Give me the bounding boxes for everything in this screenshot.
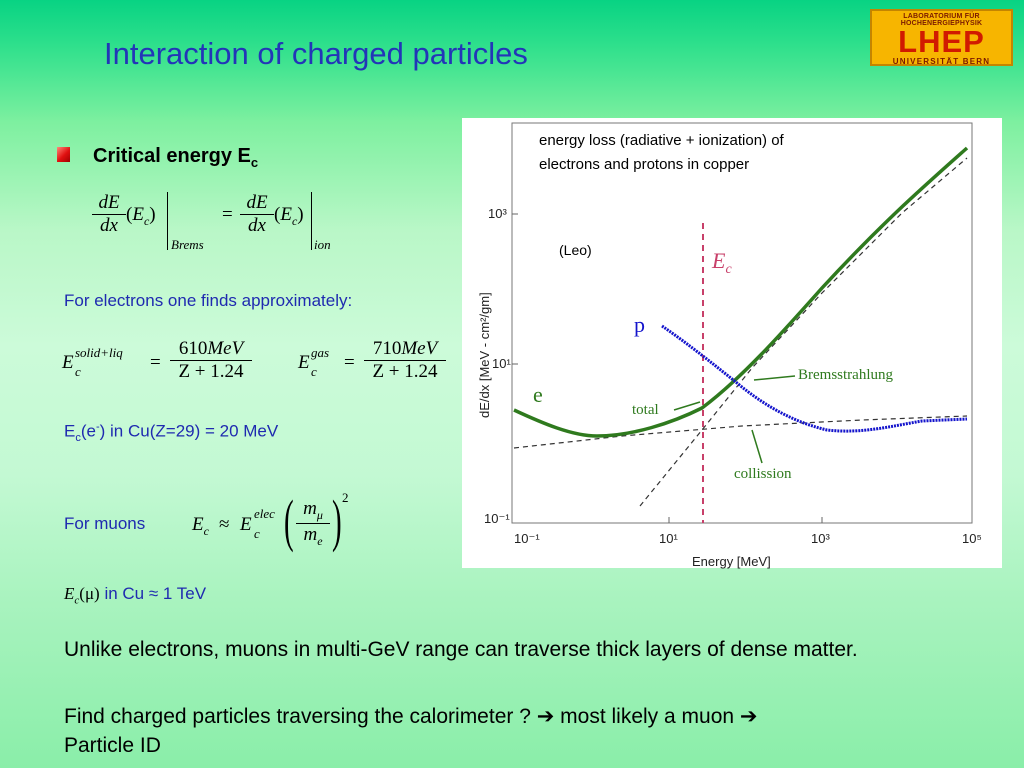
equation-electron-ec: E solid+liq c = 610MeV Z + 1.24 E gas c … [62, 338, 462, 398]
ec-copper-line: Ec(e-) in Cu(Z=29) = 20 MeV [64, 421, 279, 445]
x-tick-label: 10⁵ [962, 531, 982, 546]
paragraph-muons: Unlike electrons, muons in multi-GeV ran… [64, 638, 858, 661]
proton-curve [661, 324, 968, 433]
eq1-num2: dE [240, 192, 274, 215]
paragraph-particle-id: Find charged particles traversing the ca… [64, 702, 964, 760]
eq1-ec2: E [280, 204, 292, 225]
p2-text-c: Particle ID [64, 734, 161, 757]
eq1-c2: c [291, 213, 298, 228]
p2-text-a: Find charged particles traversing the ca… [64, 705, 537, 728]
eq2-den1: Z + 1.24 [178, 361, 244, 382]
energy-loss-chart: 10³ 10¹ 10⁻¹ 10⁻¹ 10¹ 10³ 10⁵ Energy [Me… [462, 118, 1002, 588]
eq1-ion: ion [314, 237, 331, 252]
x-tick-label: 10³ [811, 531, 830, 546]
logo-line2: LHEP [898, 24, 985, 59]
muon-copper-text: in Cu ≈ 1 TeV [104, 584, 207, 603]
eq3-mu: μ [316, 507, 323, 522]
plot-frame [511, 122, 973, 524]
eq1-c: c [143, 213, 150, 228]
muons-text: For muons [64, 514, 146, 533]
total-pointer [673, 401, 701, 411]
eq3-m-e: m [303, 523, 318, 545]
eq3-elec: elec [254, 506, 275, 521]
critical-energy-heading: Critical energy Ec [93, 145, 258, 170]
chart-svg: 10³ 10¹ 10⁻¹ 10⁻¹ 10¹ 10³ 10⁵ Energy [Me… [462, 118, 1002, 569]
bremsstrahlung-label: Bremsstrahlung [798, 367, 893, 383]
arrow-right-icon: ➔ [739, 705, 758, 728]
eq2-solid-sup: solid+liq [75, 345, 123, 360]
bullet-icon [57, 147, 70, 162]
p2-text-b: most likely a muon [554, 705, 740, 728]
eq3-e: e [317, 533, 323, 548]
y-axis-label: dE/dx [MeV - cm²/gm] [477, 292, 492, 418]
eq2-den2: Z + 1.24 [372, 361, 438, 382]
eq1-brems: Brems [171, 237, 204, 252]
eq2-unit1: MeV [207, 338, 244, 359]
electrons-text: For electrons one finds approximately: [64, 291, 353, 310]
ec-copper-text: in Cu(Z=29) = 20 MeV [110, 421, 279, 441]
lhep-logo: LABORATORIUM FÜR HOCHENERGIEPHYSIK LHEP … [870, 9, 1013, 66]
chart-caption-2: electrons and protons in copper [539, 156, 749, 173]
eq2-gas-sup: gas [311, 345, 330, 360]
equation-muon-ec: Ec ≈ E elec c ( mμ me ) 2 [192, 488, 349, 553]
chart-background [462, 118, 1002, 568]
collision-label: collission [734, 466, 792, 482]
eq2-num2: 710 [372, 338, 402, 359]
muon-mu: (μ) [79, 584, 100, 603]
y-tick-label: 10³ [488, 206, 507, 221]
x-axis-label: Energy [MeV] [692, 554, 771, 569]
total-label: total [632, 402, 659, 418]
collision-pointer [751, 429, 763, 464]
arrow-right-icon: ➔ [536, 705, 555, 728]
total-curve [513, 146, 969, 438]
x-tick-label: 10¹ [659, 531, 678, 546]
y-tick-label: 10¹ [492, 356, 511, 371]
equation-critical-energy: dE dx (Ec) Brems = dE dx (Ec) ion [92, 192, 352, 262]
heading-text: Critical energy E [93, 145, 251, 167]
electron-label: e [533, 382, 543, 407]
eq2-num1: 610 [178, 338, 208, 359]
collision-curve [513, 415, 968, 449]
eq2-unit2: MeV [401, 338, 438, 359]
eq3-m-mu: m [303, 498, 317, 519]
brems-curve [639, 157, 968, 507]
eq3-exp: 2 [342, 490, 349, 505]
eq1-num: dE [92, 192, 126, 215]
ec-label: Ec [711, 248, 732, 277]
y-tick-label: 10⁻¹ [484, 511, 510, 526]
chart-caption-1: energy loss (radiative + ionization) of [539, 132, 785, 149]
proton-label: p [634, 312, 645, 337]
brems-pointer [753, 375, 796, 381]
heading-sub: c [250, 155, 259, 170]
chart-source-label: (Leo) [559, 242, 592, 258]
logo-line1: LABORATORIUM FÜR HOCHENERGIEPHYSIK [900, 13, 983, 27]
logo-line3: UNIVERSITÄT BERN [892, 57, 991, 66]
x-tick-label: 10⁻¹ [514, 531, 540, 546]
slide-title: Interaction of charged particles [104, 36, 528, 71]
eq1-den: dx [100, 215, 118, 236]
eq1-den2: dx [248, 215, 266, 236]
muon-copper-line: Ec(μ) in Cu ≈ 1 TeV [64, 584, 207, 607]
eq1-ec: E [132, 204, 144, 225]
